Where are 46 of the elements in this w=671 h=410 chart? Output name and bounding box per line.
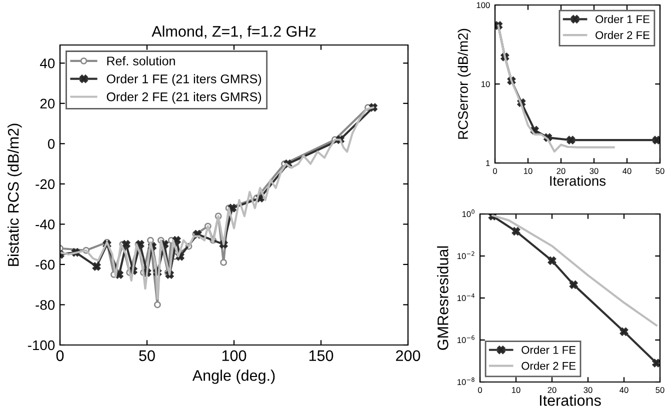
x-tick-label: 150 bbox=[309, 350, 334, 362]
legend-label: Order 2 FE bbox=[522, 362, 576, 370]
legend-label: Order 2 FE bbox=[596, 30, 650, 40]
y-tick-label: 10$^{−6}$ bbox=[458, 335, 474, 344]
x-tick-label: 100 bbox=[222, 350, 246, 362]
y-tick-label: -80 bbox=[36, 300, 55, 310]
x-tick-label: 40 bbox=[620, 387, 628, 393]
x-tick-label: 10 bbox=[512, 387, 520, 393]
y-tick-label: -100 bbox=[28, 340, 55, 350]
y-tick-label: -60 bbox=[36, 260, 55, 270]
y-tick-label: -40 bbox=[36, 220, 55, 230]
legend-label: Order 1 FE (21 iters GMRS) bbox=[106, 74, 262, 86]
x-tick-label: 20 bbox=[556, 168, 566, 174]
y-tick-label: 10$^{−2}$ bbox=[458, 251, 474, 260]
y-axis-title: Bistatic RCS (dB/m2) bbox=[8, 124, 22, 266]
legend-label: Order 1 FE bbox=[522, 346, 576, 354]
x-axis-title: Iterations bbox=[550, 176, 606, 186]
x-tick-label: 10 bbox=[524, 168, 532, 174]
y-tick-label: 40 bbox=[40, 58, 55, 68]
x-tick-label: 50 bbox=[656, 168, 664, 174]
y-tick-label: 0 bbox=[48, 138, 55, 149]
x-tick-label: 200 bbox=[396, 350, 420, 362]
x-tick-label: 30 bbox=[590, 168, 598, 174]
chart-title: Almond, Z=1, f=1.2 GHz bbox=[152, 26, 316, 39]
y-axis-title: RCSerror (dB/m2) bbox=[458, 28, 471, 139]
x-axis-title: Angle (deg.) bbox=[192, 370, 275, 384]
x-tick-label: 40 bbox=[622, 168, 632, 174]
x-axis-title: Iterations bbox=[540, 394, 601, 406]
y-tick-label: 10 bbox=[482, 81, 490, 88]
y-tick-label: 10$^{−4}$ bbox=[458, 294, 475, 302]
y-tick-label: 10$^{0}$ bbox=[462, 209, 474, 218]
y-axis-title: GMResresidual bbox=[437, 246, 448, 350]
legend-label: Order 2 FE (21 iters GMRS) bbox=[106, 92, 262, 104]
x-tick-label: 30 bbox=[584, 387, 592, 393]
y-tick-label: 20 bbox=[40, 98, 55, 109]
x-tick-label: 50 bbox=[656, 387, 664, 393]
x-tick-label: 20 bbox=[548, 387, 556, 393]
y-tick-label: 1 bbox=[486, 160, 490, 166]
legend-label: Ref. solution bbox=[107, 56, 175, 66]
y-tick-label: 10$^{−8}$ bbox=[458, 377, 474, 386]
x-tick-label: 0 bbox=[56, 350, 64, 362]
y-tick-label: 100 bbox=[476, 2, 490, 8]
x-tick-label: 50 bbox=[139, 350, 155, 362]
legend-label: Order 1 FE bbox=[596, 15, 650, 24]
x-tick-label: 0 bbox=[493, 168, 497, 174]
y-tick-label: -20 bbox=[36, 179, 55, 190]
